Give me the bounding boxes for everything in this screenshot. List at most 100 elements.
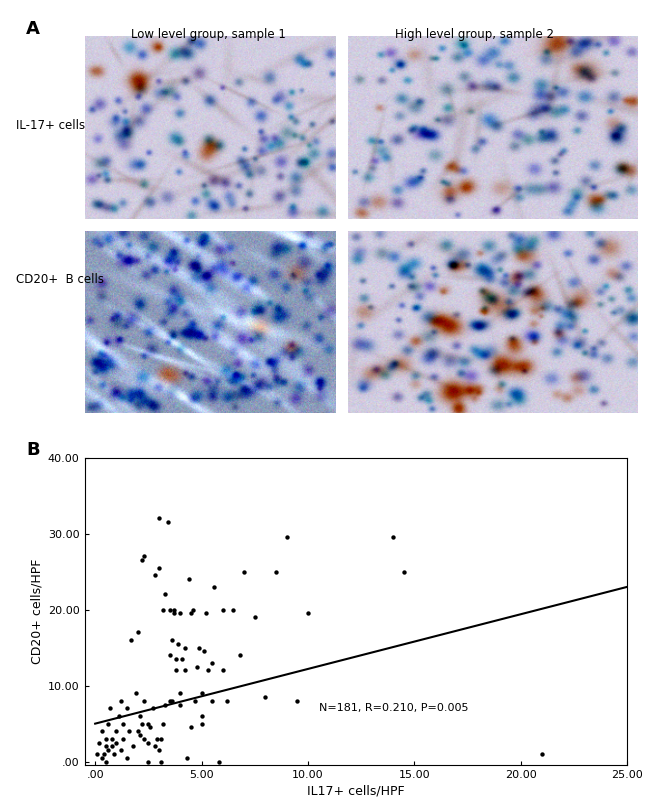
Y-axis label: CD20+ cells/HPF: CD20+ cells/HPF (31, 559, 44, 664)
Point (143, 736, 153, 749)
Point (194, 642, 205, 654)
Point (124, 725, 135, 738)
Point (207, 656, 217, 669)
Point (164, 649, 175, 662)
Text: Low level group, sample 1: Low level group, sample 1 (131, 28, 285, 41)
Point (101, 755, 111, 768)
Point (136, 554, 147, 567)
Point (201, 607, 211, 620)
Point (133, 725, 143, 738)
Point (139, 732, 150, 745)
Point (94, 736, 105, 749)
Point (122, 702, 132, 715)
Point (143, 755, 153, 768)
Point (156, 732, 166, 745)
Point (177, 653, 188, 666)
Point (196, 710, 207, 723)
Point (192, 660, 203, 673)
Point (146, 721, 156, 734)
Point (644, 752, 650, 765)
Point (116, 744, 126, 757)
Point (222, 694, 232, 707)
Point (158, 603, 168, 616)
Point (158, 717, 168, 730)
Point (139, 550, 150, 563)
Point (213, 755, 224, 768)
Text: N=181, R=0.210, P=0.005: N=181, R=0.210, P=0.005 (318, 703, 468, 714)
Point (118, 732, 128, 745)
Point (175, 698, 185, 711)
Point (162, 516, 173, 529)
Point (171, 653, 181, 666)
Point (209, 581, 220, 594)
Point (107, 740, 118, 753)
Point (96, 725, 107, 738)
Point (160, 588, 170, 601)
Point (105, 702, 115, 715)
Point (118, 717, 128, 730)
Point (101, 740, 111, 753)
Point (107, 732, 118, 745)
Point (188, 603, 198, 616)
Point (303, 607, 313, 620)
Point (122, 752, 132, 765)
Point (101, 732, 111, 745)
X-axis label: IL17+ cells/HPF: IL17+ cells/HPF (307, 784, 405, 798)
Point (169, 607, 179, 620)
Point (203, 664, 213, 677)
Text: IL-17+ cells: IL-17+ cells (16, 119, 85, 132)
Point (148, 702, 158, 715)
Text: B: B (26, 441, 40, 459)
Point (126, 633, 136, 646)
Point (111, 725, 122, 738)
Point (169, 603, 179, 616)
Point (109, 748, 120, 761)
Point (175, 607, 185, 620)
Point (181, 752, 192, 765)
Point (128, 740, 138, 753)
Point (196, 717, 207, 730)
Point (179, 664, 190, 677)
Point (139, 694, 150, 707)
Point (228, 603, 239, 616)
Point (113, 710, 124, 723)
Text: A: A (26, 20, 40, 38)
Point (260, 691, 270, 704)
Point (156, 755, 166, 768)
Point (154, 744, 164, 757)
Point (239, 565, 250, 578)
Point (398, 565, 409, 578)
Point (150, 569, 160, 582)
Point (164, 694, 175, 707)
Point (166, 633, 177, 646)
Point (388, 531, 398, 544)
Point (166, 694, 177, 707)
Point (150, 740, 160, 753)
Point (173, 637, 183, 650)
Point (207, 694, 217, 707)
Point (281, 531, 292, 544)
Text: CD20+  B cells: CD20+ B cells (16, 273, 104, 286)
Point (171, 664, 181, 677)
Point (271, 565, 281, 578)
Point (103, 744, 113, 757)
Point (186, 607, 196, 620)
Point (175, 687, 185, 700)
Point (98, 748, 109, 761)
Point (143, 717, 153, 730)
Point (183, 573, 194, 586)
Point (96, 752, 107, 765)
Point (164, 603, 175, 616)
Point (135, 710, 145, 723)
Point (190, 694, 200, 707)
Point (198, 645, 209, 658)
Point (196, 687, 207, 700)
Point (92, 748, 103, 761)
Point (179, 642, 190, 654)
Point (135, 728, 145, 741)
Point (131, 687, 141, 700)
Point (151, 732, 162, 745)
Text: High level group, sample 2: High level group, sample 2 (395, 28, 554, 41)
Point (116, 694, 126, 707)
Point (537, 748, 547, 761)
